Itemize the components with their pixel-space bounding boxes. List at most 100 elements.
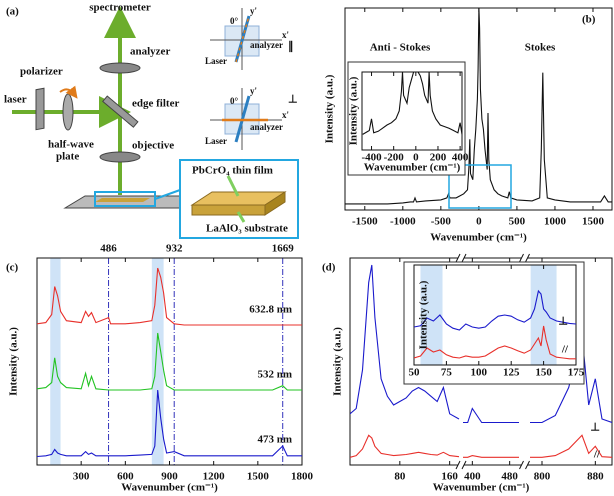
- edge-filter: [102, 95, 139, 128]
- x-tick-label: 50: [409, 367, 421, 379]
- y-axis-label: Intensity (a.u.): [348, 76, 360, 145]
- label: Laser: [205, 56, 227, 66]
- label: PbCrO₄ thin film: [192, 165, 273, 177]
- x-tick-label: 900: [161, 471, 178, 483]
- x-axis-label: Wavenumber (cm⁻¹): [430, 232, 527, 244]
- plot-frame: [413, 264, 577, 366]
- x-tick-label: 160: [441, 471, 458, 483]
- x-tick-label: 175: [568, 367, 585, 379]
- zoom-line: [154, 189, 181, 200]
- label: spectrometer: [89, 2, 151, 14]
- axis-break: [525, 253, 530, 263]
- label: objective: [132, 140, 174, 152]
- panel-label: (d): [322, 262, 336, 274]
- label: half-wave: [48, 139, 94, 151]
- wave-plate: [62, 93, 74, 131]
- x-tick-label: 75: [441, 367, 453, 379]
- x-axis-label: Wavenumber (cm⁻¹): [121, 482, 218, 494]
- plot-frame: [349, 257, 613, 466]
- x-tick-label: 880: [587, 471, 604, 483]
- x-tick-label: 0: [476, 216, 482, 228]
- panel-label: (c): [6, 262, 19, 274]
- label: Laser: [205, 136, 227, 146]
- x-tick-label: 0: [413, 152, 419, 164]
- y-axis-label: Intensity (a.u.): [324, 74, 336, 143]
- x-tick-label: 1000: [544, 216, 567, 228]
- label: edge filter: [132, 98, 179, 110]
- highlight-band: [151, 258, 164, 465]
- x-tick-label: 1800: [291, 471, 314, 483]
- spectrum-line: [37, 389, 302, 458]
- label: analyzer: [130, 46, 170, 58]
- axis-break: [519, 253, 524, 263]
- pointer: [236, 211, 246, 223]
- axis-break: [455, 460, 461, 470]
- inset-box: [347, 61, 466, 176]
- spectrum-line: [362, 72, 462, 135]
- setup-diagram: (a) spectrometer analyzer edge filter po…: [4, 2, 299, 239]
- axis-break: [455, 253, 461, 263]
- x-axis-label: Wavenumber (cm⁻¹): [433, 482, 530, 494]
- x-tick-label: -1000: [390, 216, 416, 228]
- axis-break-gap: [458, 463, 464, 467]
- panel-label: (a): [6, 6, 19, 18]
- x-tick-label: 100: [471, 367, 488, 379]
- label: 0°: [230, 16, 239, 26]
- highlight-band: [420, 265, 443, 365]
- panel-label: (b): [582, 14, 596, 26]
- series-label: //: [561, 344, 569, 356]
- spectrum-line: [345, 8, 612, 205]
- x-tick-label: 500: [509, 216, 526, 228]
- spectrum-line: [414, 289, 576, 331]
- reference-label: 486: [100, 243, 117, 255]
- plot-frame: [361, 71, 463, 151]
- x-tick-label: 300: [73, 471, 90, 483]
- axis-break: [525, 460, 530, 470]
- x-tick-label: -200: [384, 152, 405, 164]
- axis-break-gap: [521, 256, 528, 260]
- x-tick-label: 125: [503, 367, 520, 379]
- x-tick-label: 800: [534, 471, 551, 483]
- label: x': [282, 30, 289, 40]
- pointer: [226, 175, 240, 197]
- objective: [99, 151, 141, 163]
- spectrum-line: [37, 267, 302, 326]
- polarization-perpendicular: ⊥ Laser analyzer y' x' 0°: [205, 86, 298, 150]
- axis-break-gap: [458, 256, 464, 260]
- reference-label: 1669: [272, 243, 295, 255]
- x-tick-label: 1200: [203, 471, 226, 483]
- spectrum-line: [414, 325, 576, 360]
- analyzer-disc: [99, 62, 141, 74]
- highlight-band: [530, 265, 557, 365]
- x-tick-label: 200: [430, 152, 447, 164]
- series-label: 473 nm: [257, 434, 292, 446]
- series-label: //: [593, 449, 601, 461]
- label: ∥: [288, 41, 294, 53]
- axis-break: [461, 253, 467, 263]
- x-tick-label: 80: [394, 471, 406, 483]
- label: LaAlO₃ substrate: [206, 223, 288, 235]
- substrate: [191, 204, 266, 216]
- y-axis-label: Intensity (a.u.): [332, 327, 344, 396]
- y-axis-label: Intensity (a.u.): [8, 327, 20, 396]
- y-axis-label: Intensity (a.u.): [418, 280, 430, 349]
- x-tick-label: -500: [431, 216, 452, 228]
- reference-label: 932: [166, 243, 183, 255]
- x-tick-label: -400: [361, 152, 382, 164]
- series-label: 632.8 nm: [249, 304, 292, 316]
- axis-break-gap: [521, 463, 528, 467]
- rotation-arrow: [59, 85, 78, 99]
- label: plate: [56, 151, 79, 163]
- label: analyzer: [250, 40, 283, 50]
- x-axis-label: Wavenumber (cm⁻¹): [364, 162, 461, 174]
- series-label: 532 nm: [257, 369, 292, 381]
- label: 0°: [230, 96, 239, 106]
- x-tick-label: 400: [452, 152, 469, 164]
- inset-region: [448, 164, 512, 209]
- x-tick-label: 150: [535, 367, 552, 379]
- x-tick-label: 400: [464, 471, 481, 483]
- label: y': [250, 86, 257, 96]
- spectrum-line: [350, 434, 612, 458]
- label: analyzer: [250, 122, 283, 132]
